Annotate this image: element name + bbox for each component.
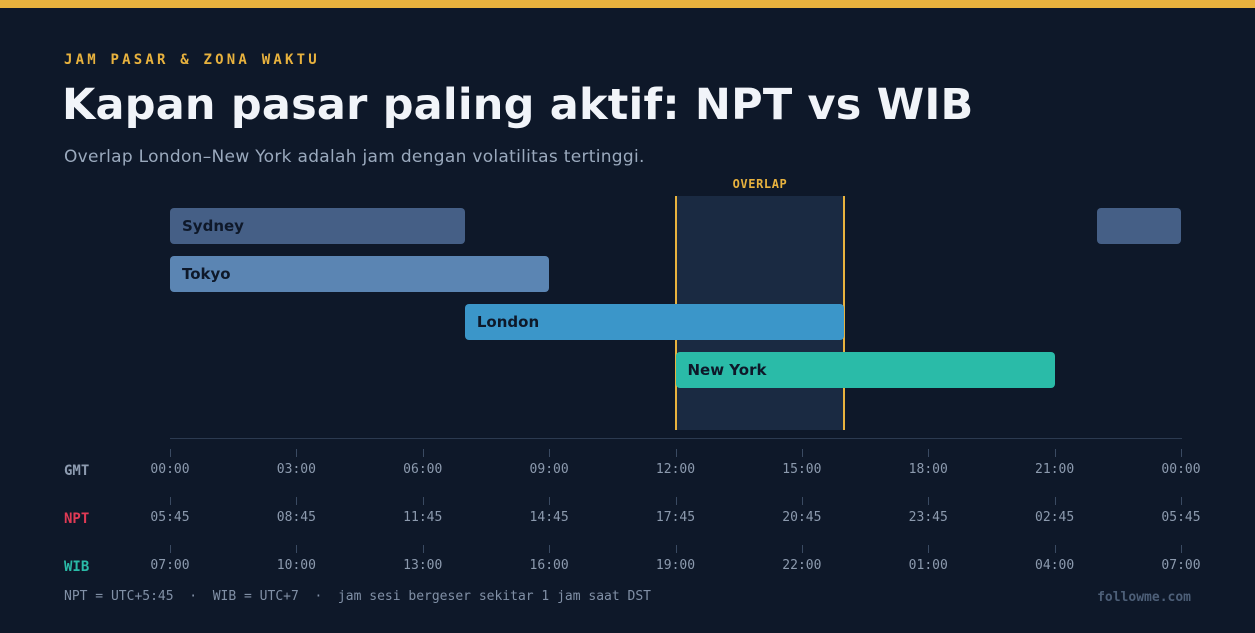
time-label: 13:00	[403, 558, 443, 573]
tz-label-gmt: GMT	[64, 463, 90, 479]
time-label: 19:00	[655, 558, 696, 573]
time-label: 09:00	[529, 462, 569, 477]
session-bar-new-york: New York	[675, 352, 1055, 388]
axis-tick	[296, 545, 297, 553]
session-bar-london: London	[464, 304, 844, 340]
overlap-label: OVERLAP	[732, 177, 788, 191]
time-label: 10:00	[276, 558, 316, 573]
time-label: 17:45	[655, 510, 696, 525]
axis-tick	[549, 449, 550, 457]
time-label: 06:00	[403, 462, 443, 477]
axis-tick	[802, 449, 803, 457]
tz-label-wib: WIB	[64, 559, 90, 575]
session-bar-sydney-wrap	[1096, 208, 1181, 244]
axis-tick	[1055, 449, 1056, 457]
time-label: 16:00	[529, 558, 569, 573]
axis-tick	[549, 545, 550, 553]
session-label: Sydney	[182, 217, 244, 235]
session-bar-sydney: Sydney	[170, 208, 465, 244]
axis-tick	[296, 497, 297, 505]
time-label: 11:45	[403, 510, 443, 525]
time-label: 01:00	[908, 558, 948, 573]
time-label: 23:45	[908, 510, 948, 525]
axis-tick	[423, 449, 424, 457]
time-label: 00:00	[1161, 462, 1201, 477]
time-label: 05:45	[1161, 510, 1201, 525]
page-title: Kapan pasar paling aktif: NPT vs WIB	[62, 80, 974, 130]
axis-tick	[802, 545, 803, 553]
axis-tick	[1181, 497, 1182, 505]
axis-tick	[1181, 545, 1182, 553]
axis-tick	[549, 497, 550, 505]
axis-tick	[423, 497, 424, 505]
axis-tick	[170, 449, 171, 457]
axis-tick	[802, 497, 803, 505]
page-subtitle: Overlap London–New York adalah jam denga…	[64, 147, 645, 167]
axis-tick	[170, 545, 171, 553]
time-label: 05:45	[150, 510, 190, 525]
time-label: 08:45	[276, 510, 316, 525]
axis-tick	[928, 449, 929, 457]
brand-watermark: followme.com	[1097, 590, 1191, 605]
time-label: 15:00	[782, 462, 822, 477]
axis-tick	[1055, 545, 1056, 553]
axis-tick	[1055, 497, 1056, 505]
time-label: 07:00	[150, 558, 190, 573]
axis-tick	[928, 497, 929, 505]
session-label: Tokyo	[182, 265, 231, 283]
tz-label-npt: NPT	[64, 511, 90, 527]
session-label: London	[476, 313, 540, 331]
time-label: 03:00	[276, 462, 316, 477]
time-label: 18:00	[908, 462, 948, 477]
eyebrow-label: JAM PASAR & ZONA WAKTU	[64, 52, 320, 68]
time-label: 04:00	[1035, 558, 1075, 573]
timeline-baseline	[170, 438, 1182, 439]
time-label: 12:00	[655, 462, 696, 477]
time-label: 02:45	[1035, 510, 1075, 525]
axis-tick	[170, 497, 171, 505]
axis-tick	[423, 545, 424, 553]
time-label: 00:00	[150, 462, 190, 477]
axis-tick	[676, 497, 677, 505]
axis-tick	[296, 449, 297, 457]
axis-tick	[676, 545, 677, 553]
top-accent-bar	[0, 0, 1255, 8]
time-label: 14:45	[529, 510, 569, 525]
time-label: 21:00	[1035, 462, 1075, 477]
footnote: NPT = UTC+5:45 · WIB = UTC+7 · jam sesi …	[64, 589, 651, 604]
time-label: 20:45	[782, 510, 822, 525]
time-label: 07:00	[1161, 558, 1201, 573]
time-label: 22:00	[782, 558, 822, 573]
session-bar-tokyo: Tokyo	[170, 256, 550, 292]
axis-tick	[676, 449, 677, 457]
session-label: New York	[687, 361, 767, 379]
axis-tick	[928, 545, 929, 553]
axis-tick	[1181, 449, 1182, 457]
